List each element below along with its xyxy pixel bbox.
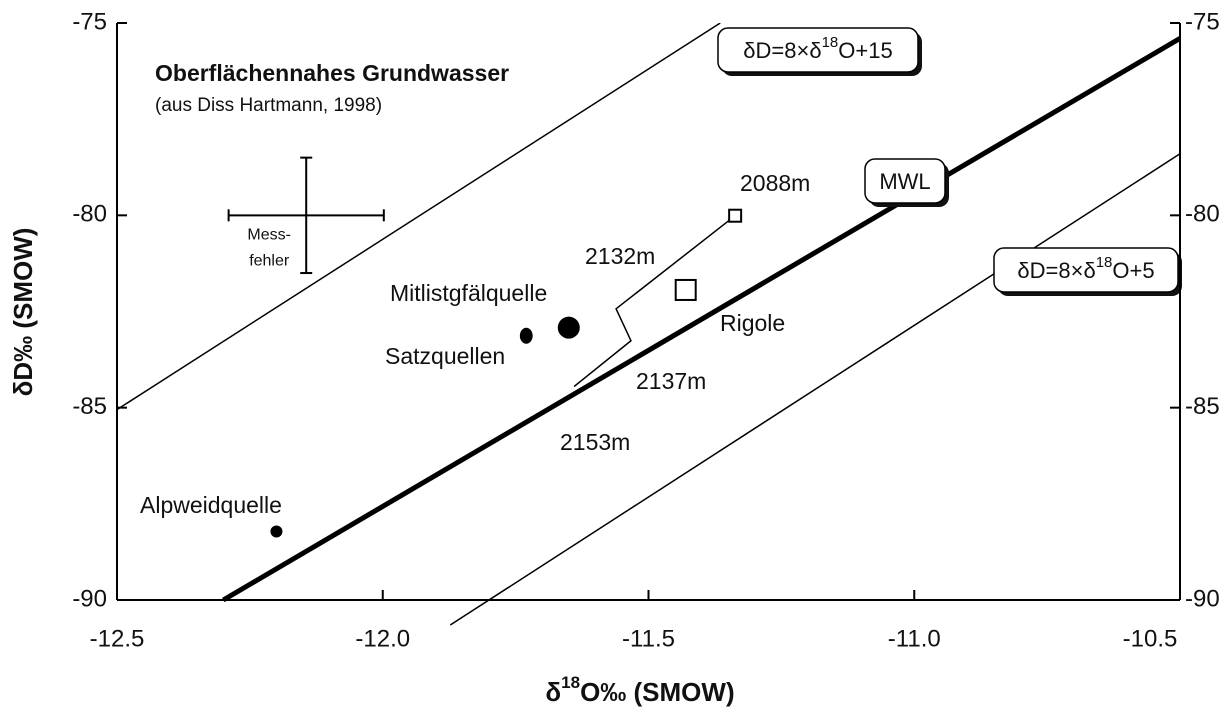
square-marker	[728, 208, 743, 223]
line-label-part: 18	[822, 34, 839, 51]
y-tick-label: -75	[72, 8, 107, 35]
square-marker	[674, 278, 697, 301]
y-tick-label: -80	[72, 201, 107, 228]
x-tick-label: -10.5	[1123, 625, 1178, 652]
error-label: fehler	[249, 253, 290, 270]
point-label: 2153m	[560, 429, 630, 455]
line-label: δD=8×δ18O+15	[743, 34, 892, 63]
chart-subtitle: (aus Diss Hartmann, 1998)	[155, 95, 382, 116]
y2-tick-label: -80	[1185, 201, 1220, 228]
line-label: MWL	[879, 169, 930, 194]
series-line	[573, 215, 736, 388]
point-label: 2132m	[585, 243, 655, 269]
point-label: 2088m	[740, 170, 810, 196]
line-label-part: MWL	[879, 169, 930, 194]
point-label: Mitlistgfälquelle	[390, 280, 547, 306]
y-tick-label: -90	[72, 585, 107, 612]
line-label-part: 18	[1096, 254, 1113, 271]
chart-title: Oberflächennahes Grundwasser	[155, 60, 509, 86]
point-label: Satzquellen	[385, 343, 505, 369]
point-label: Rigole	[720, 310, 785, 336]
line-label-part: δD=8×δ	[743, 38, 821, 63]
line-label-part: O+5	[1112, 258, 1154, 283]
point-label: Alpweidquelle	[140, 492, 282, 518]
y-tick-label: -85	[72, 393, 107, 420]
y2-tick-label: -90	[1185, 585, 1220, 612]
x-axis-label: δ18O‰ (SMOW)	[545, 673, 734, 706]
reference-line	[222, 36, 1180, 603]
x-tick-label: -11.0	[888, 625, 941, 652]
y2-tick-label: -85	[1185, 393, 1220, 420]
label-box	[717, 27, 919, 73]
line-label-part: O+15	[838, 38, 892, 63]
reference-line	[117, 23, 721, 411]
reference-line	[449, 153, 1180, 626]
x-axis-label-part: δ	[545, 677, 561, 707]
x-tick-label: -12.5	[90, 625, 145, 652]
line-label: δD=8×δ18O+5	[1017, 254, 1154, 283]
error-label: Mess-	[247, 227, 291, 244]
x-tick-label: -11.5	[622, 625, 675, 652]
dot-marker	[557, 316, 580, 339]
y-axis-label: δD‰ (SMOW)	[8, 228, 38, 397]
y2-tick-label: -75	[1185, 8, 1220, 35]
label-box	[993, 247, 1179, 293]
x-axis-label-part: O‰ (SMOW)	[580, 677, 735, 707]
point-label: 2137m	[636, 368, 706, 394]
dot-marker	[519, 327, 533, 344]
line-label-part: δD=8×δ	[1017, 258, 1095, 283]
label-box	[864, 158, 946, 204]
x-axis-label-part: 18	[561, 673, 580, 692]
dot-marker	[270, 525, 283, 538]
x-tick-label: -12.0	[355, 625, 410, 652]
